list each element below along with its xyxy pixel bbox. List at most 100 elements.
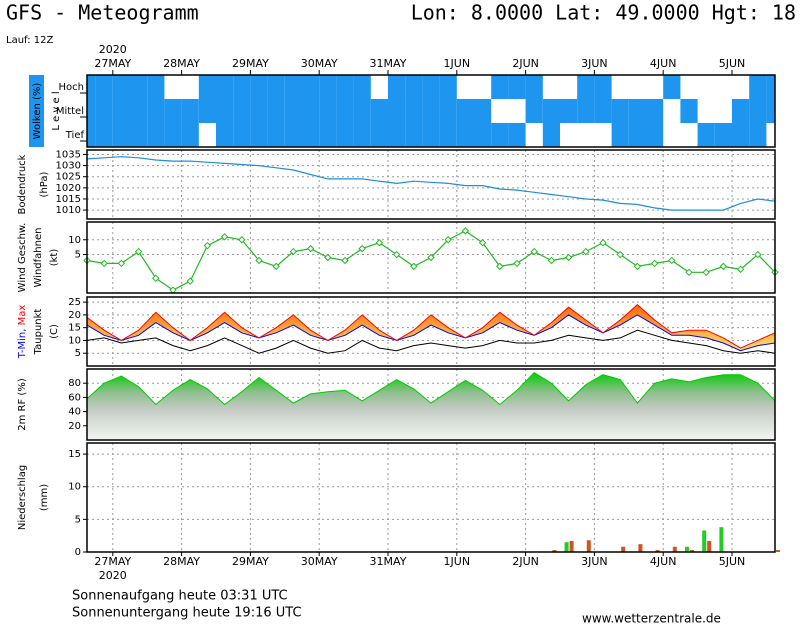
- cloud-cell: [749, 99, 767, 123]
- marker: [685, 268, 693, 276]
- cloud-cell: [130, 99, 148, 123]
- marker: [668, 256, 676, 265]
- cloud-cell: [680, 123, 697, 147]
- cloud-cell: [422, 75, 440, 99]
- cloud-cell: [543, 75, 560, 99]
- location: Lon: 8.0000 Lat: 49.0000 Hgt: 18: [411, 1, 796, 25]
- bar: [776, 550, 780, 552]
- marker: [306, 244, 315, 253]
- cloud-cell: [267, 75, 285, 99]
- axis-label: Niederschlag: [17, 465, 28, 530]
- cloud-cell: [353, 123, 371, 147]
- marker: [582, 247, 590, 256]
- cloud-cell: [250, 123, 268, 147]
- source: www.wetterzentrale.de: [582, 612, 721, 625]
- line: [86, 314, 776, 352]
- axis-label: (hPa): [39, 171, 50, 197]
- cloud-cell: [456, 123, 474, 147]
- bar: [564, 542, 569, 552]
- marker: [547, 256, 556, 265]
- y-tick-label: 25: [68, 297, 81, 308]
- cloud-cell: [405, 75, 423, 99]
- cloud-cell: [560, 99, 578, 123]
- date-label: 5JUN: [719, 57, 746, 70]
- cloud-cell: [198, 99, 216, 123]
- date-label: 28MAY: [163, 555, 200, 568]
- axis-label: (C): [49, 324, 60, 339]
- cloud-cell: [766, 75, 775, 99]
- cloud-cell: [766, 123, 775, 147]
- bar: [685, 546, 689, 552]
- area: [87, 372, 775, 440]
- cloud-cell: [267, 123, 285, 147]
- bar: [621, 546, 626, 552]
- y-tick-label: 20: [68, 421, 81, 432]
- cloud-cell: [560, 75, 577, 99]
- cloud-cell: [680, 99, 698, 123]
- cloud-cell: [560, 123, 577, 147]
- marker: [152, 274, 160, 282]
- marker: [220, 233, 229, 241]
- cloud-cell: [95, 123, 113, 147]
- cloud-cell: [130, 123, 148, 147]
- cloud-cell: [542, 99, 560, 123]
- cloud-cell: [284, 123, 302, 147]
- y-tick-label: 15: [68, 449, 81, 460]
- cloud-cell: [112, 99, 130, 123]
- cloud-cell: [147, 123, 165, 147]
- y-tick-label: 5: [75, 250, 81, 261]
- marker: [410, 262, 418, 271]
- cloud-cell: [181, 99, 199, 123]
- cloud-cell: [594, 99, 612, 123]
- cloud-cell: [698, 75, 715, 99]
- cloud-cell: [491, 123, 509, 147]
- cloud-cell: [474, 75, 491, 99]
- cloud-cell: [680, 75, 697, 99]
- cloud-cell: [95, 99, 113, 123]
- cloud-cell: [594, 123, 611, 147]
- cloud-cell: [594, 75, 612, 99]
- cloud-cell: [698, 99, 715, 123]
- cloud-cell: [542, 123, 560, 147]
- cloud-cell: [267, 99, 285, 123]
- panel-frame: [86, 368, 776, 441]
- axis-label: Wind Geschw.: [17, 223, 28, 293]
- y-tick-label: 5: [75, 514, 81, 525]
- cloud-cell: [646, 99, 664, 123]
- cloud-cell: [181, 123, 199, 147]
- cloud-cell: [87, 123, 96, 147]
- cloud-cell: [715, 99, 732, 123]
- panel-frame: [86, 221, 776, 294]
- marker: [289, 247, 298, 256]
- date-label: 27MAY: [94, 555, 131, 568]
- cloud-cell: [388, 75, 406, 99]
- panel-bg: [87, 297, 775, 366]
- axis-label: L e v e l: [51, 91, 62, 130]
- marker: [272, 262, 280, 271]
- cloud-cell: [577, 123, 594, 147]
- cloud-cell: [353, 75, 371, 99]
- y-tick-label: 20: [68, 310, 81, 321]
- legend-entry: Max: [17, 305, 28, 326]
- cloud-cell: [370, 123, 388, 147]
- cloud-cell: [199, 123, 216, 147]
- marker: [358, 244, 366, 253]
- marker: [736, 265, 745, 274]
- title: GFS - Meteogramm: [6, 1, 199, 25]
- y-tick-label: 60: [68, 392, 81, 403]
- marker: [650, 259, 659, 268]
- bar: [655, 550, 660, 552]
- cloud-cell: [336, 123, 354, 147]
- date-label: 30MAY: [301, 555, 338, 568]
- marker: [478, 239, 487, 247]
- cloud-cell: [216, 99, 234, 123]
- date-label: 31MAY: [370, 57, 407, 70]
- cloud-cell: [577, 99, 595, 123]
- cloud-cell: [319, 99, 337, 123]
- cloud-cell: [715, 75, 732, 99]
- cloud-cell: [182, 75, 199, 99]
- panel-frame: [86, 296, 776, 367]
- marker: [496, 262, 504, 271]
- marker: [444, 236, 452, 244]
- cloud-cell: [216, 75, 234, 99]
